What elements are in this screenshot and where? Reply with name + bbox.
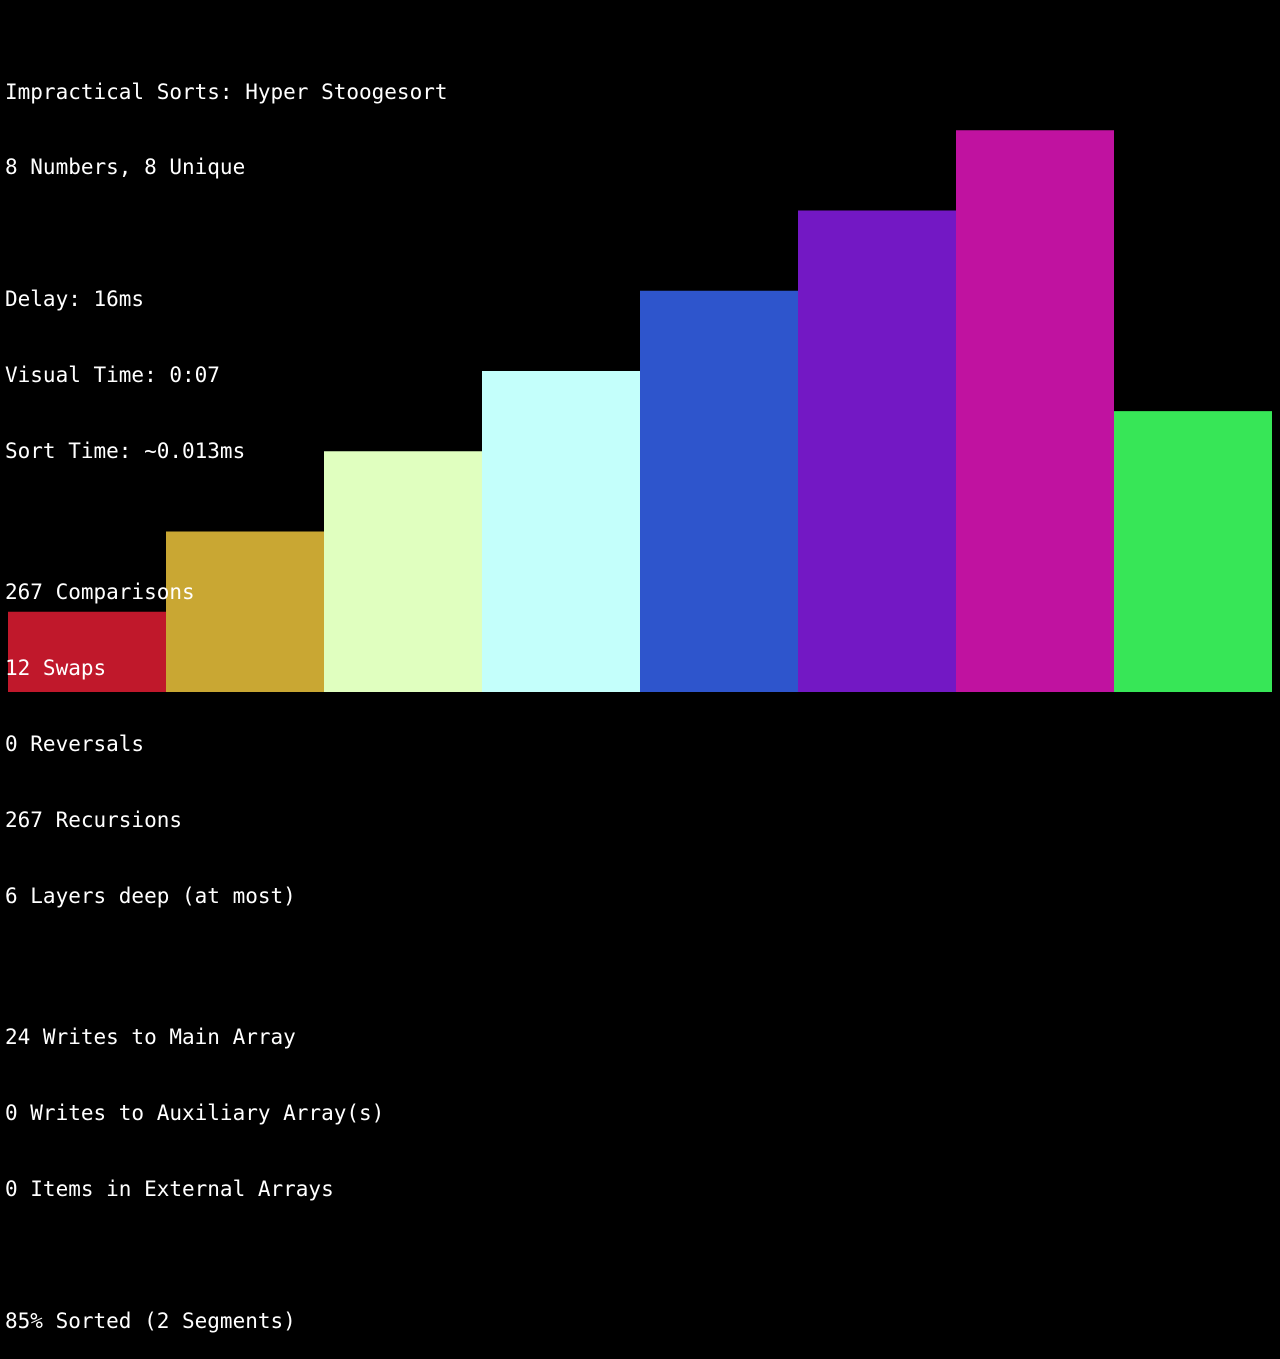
array-bar [166,531,324,692]
array-bar [956,130,1114,692]
array-bar [482,371,640,692]
delay-readout: Delay: 16ms [5,286,145,311]
sort-time-readout: Sort Time: ~0.013ms [5,438,246,463]
layers-depth: 6 Layers deep (at most) [5,883,296,908]
swaps-count: 12 Swaps [5,656,107,681]
main-array-writes: 24 Writes to Main Array [5,1025,296,1050]
array-bar [1114,411,1272,693]
array-bar [798,210,956,692]
comparisons-count: 267 Comparisons [5,580,195,605]
auxiliary-array-writes: 0 Writes to Auxiliary Array(s) [5,1101,385,1126]
reversals-count: 0 Reversals [5,732,145,757]
visual-time-readout: Visual Time: 0:07 [5,362,220,387]
array-bar [324,451,482,692]
external-array-items: 0 Items in External Arrays [5,1177,334,1202]
array-bar [640,290,798,692]
numbers-summary: 8 Numbers, 8 Unique [5,155,246,180]
array-bar [8,611,166,692]
stats-panel: Impractical Sorts: Hyper Stoogesort 8 Nu… [5,29,448,1359]
sort-title: Impractical Sorts: Hyper Stoogesort [5,79,448,104]
sorted-status: 85% Sorted (2 Segments) [5,1308,296,1333]
array-bar-chart [8,130,1272,693]
recursions-count: 267 Recursions [5,807,183,832]
